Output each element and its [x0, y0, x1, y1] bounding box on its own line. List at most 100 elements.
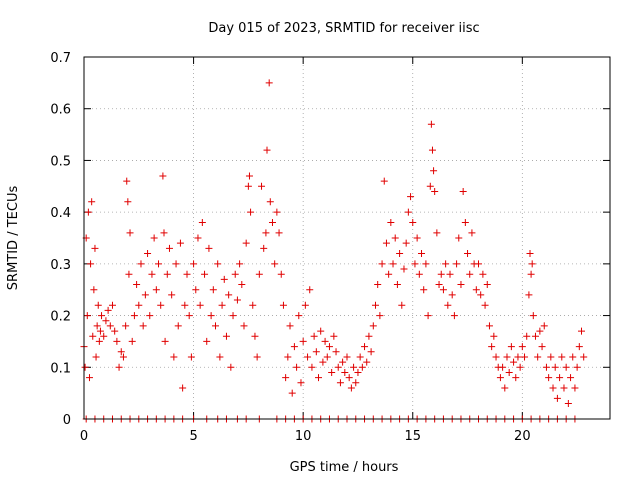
data-point: [319, 358, 327, 366]
data-point: [325, 343, 333, 351]
data-point: [268, 218, 276, 226]
data-point: [155, 260, 163, 268]
data-point: [332, 348, 340, 356]
data-point: [125, 270, 133, 278]
data-point: [510, 358, 518, 366]
data-point: [192, 286, 200, 294]
data-point: [536, 327, 544, 335]
data-point: [290, 343, 298, 351]
data-point: [128, 337, 136, 345]
data-point: [336, 379, 344, 387]
data-point: [203, 337, 211, 345]
data-point: [310, 332, 318, 340]
data-point: [439, 286, 447, 294]
data-point: [526, 250, 534, 258]
data-point: [308, 363, 316, 371]
data-point: [363, 358, 371, 366]
data-point: [288, 389, 296, 397]
data-point: [160, 229, 168, 237]
data-point: [190, 260, 198, 268]
data-point: [183, 270, 191, 278]
grid-lines: [84, 57, 610, 419]
data-point: [279, 301, 287, 309]
data-point: [117, 348, 125, 356]
data-point: [420, 286, 428, 294]
x-axis-label: GPS time / hours: [290, 460, 399, 475]
data-point: [113, 337, 121, 345]
data-point: [123, 177, 131, 185]
data-point: [464, 250, 472, 258]
data-point: [468, 229, 476, 237]
data-point: [231, 270, 239, 278]
data-point: [161, 337, 169, 345]
data-point: [139, 322, 147, 330]
data-point: [334, 363, 342, 371]
data-point: [214, 260, 222, 268]
data-point: [251, 332, 259, 340]
data-point: [260, 244, 268, 252]
data-point: [422, 260, 430, 268]
data-point: [266, 198, 274, 206]
data-point: [258, 182, 266, 190]
data-point: [315, 374, 323, 382]
data-point: [374, 281, 382, 289]
data-point: [514, 353, 522, 361]
data-point: [137, 260, 145, 268]
data-point: [135, 301, 143, 309]
data-point: [90, 286, 98, 294]
data-point: [545, 374, 553, 382]
data-point: [578, 327, 586, 335]
data-point: [201, 270, 209, 278]
data-point: [479, 270, 487, 278]
data-point: [179, 384, 187, 392]
data-point: [558, 353, 566, 361]
data-point: [444, 301, 452, 309]
data-point: [111, 327, 119, 335]
data-point: [352, 379, 360, 387]
data-point: [244, 182, 252, 190]
data-point: [84, 208, 92, 216]
data-point: [483, 281, 491, 289]
data-point: [91, 244, 99, 252]
data-point: [148, 270, 156, 278]
data-point: [402, 239, 410, 247]
data-point: [385, 270, 393, 278]
chart-title: Day 015 of 2023, SRMTID for receiver iis…: [208, 21, 479, 36]
data-point: [343, 353, 351, 361]
data-point: [341, 368, 349, 376]
data-point: [133, 281, 141, 289]
data-point: [122, 322, 130, 330]
data-point: [580, 353, 588, 361]
data-point: [442, 260, 450, 268]
data-point: [265, 79, 273, 87]
data-point: [194, 234, 202, 242]
data-point: [293, 363, 301, 371]
data-point: [428, 146, 436, 154]
data-point: [229, 312, 237, 320]
data-point: [538, 343, 546, 351]
data-point: [391, 234, 399, 242]
data-point: [382, 239, 390, 247]
data-point: [233, 296, 241, 304]
data-point: [222, 332, 230, 340]
data-point: [284, 353, 292, 361]
data-point: [356, 353, 364, 361]
data-point: [393, 281, 401, 289]
data-point: [560, 384, 568, 392]
data-point: [92, 353, 100, 361]
data-point: [240, 322, 248, 330]
data-point: [249, 301, 257, 309]
data-point: [227, 363, 235, 371]
data-point: [481, 301, 489, 309]
data-point: [124, 198, 132, 206]
data-point: [369, 322, 377, 330]
data-point: [453, 260, 461, 268]
data-point: [490, 332, 498, 340]
data-point: [575, 343, 583, 351]
data-point: [437, 270, 445, 278]
data-point: [529, 312, 537, 320]
data-point: [389, 260, 397, 268]
data-point: [119, 353, 127, 361]
data-point: [347, 384, 355, 392]
